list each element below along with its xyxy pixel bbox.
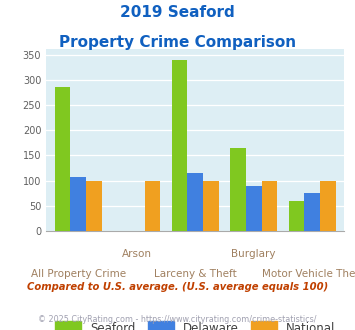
Bar (171, 60, 187, 231)
Bar (55, 87, 70, 231)
Text: Larceny & Theft: Larceny & Theft (154, 269, 237, 279)
Bar (304, 193, 320, 231)
Bar (203, 181, 219, 231)
Bar (187, 173, 203, 231)
Bar (70, 177, 86, 231)
Legend: Seaford, Delaware, National: Seaford, Delaware, National (50, 317, 340, 330)
Text: Compared to U.S. average. (U.S. average equals 100): Compared to U.S. average. (U.S. average … (27, 282, 328, 292)
Text: 2019 Seaford: 2019 Seaford (120, 5, 235, 20)
Text: © 2025 CityRating.com - https://www.cityrating.com/crime-statistics/: © 2025 CityRating.com - https://www.city… (38, 315, 317, 324)
Text: Motor Vehicle Theft: Motor Vehicle Theft (262, 269, 355, 279)
Bar (246, 185, 262, 231)
Bar (262, 181, 277, 231)
Bar (289, 201, 304, 231)
Bar (86, 181, 102, 231)
Bar (145, 181, 160, 231)
Bar (320, 181, 336, 231)
Text: Burglary: Burglary (231, 249, 276, 259)
Bar (230, 148, 246, 231)
Text: Arson: Arson (122, 249, 152, 259)
Text: All Property Crime: All Property Crime (31, 269, 126, 279)
Text: Property Crime Comparison: Property Crime Comparison (59, 35, 296, 50)
